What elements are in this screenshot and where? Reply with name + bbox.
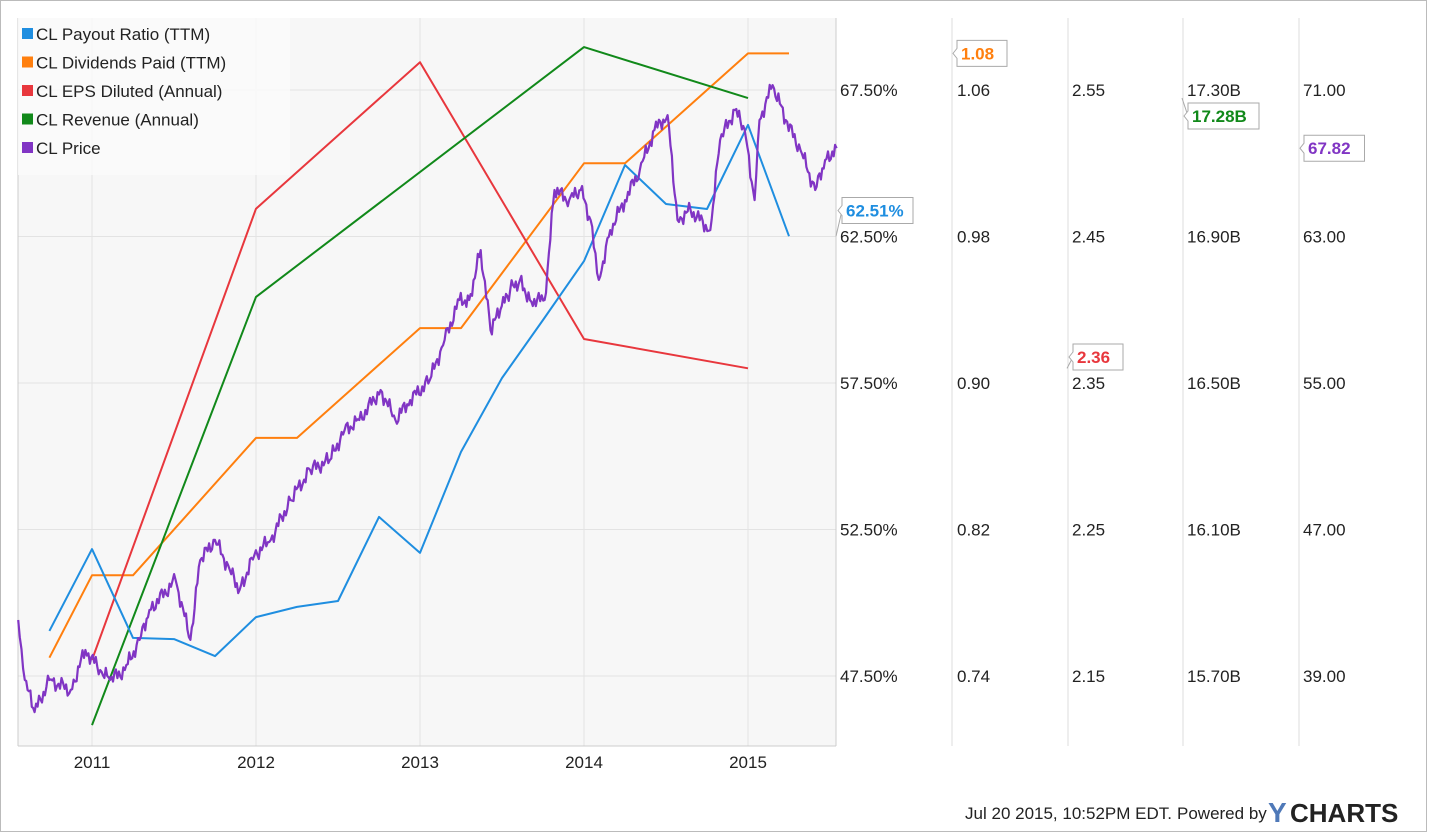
legend-label: CL Dividends Paid (TTM) <box>36 54 226 73</box>
legend-label: CL Price <box>36 139 101 158</box>
legend-swatch <box>22 142 33 153</box>
y-tick-label-price: 71.00 <box>1303 81 1346 100</box>
y-tick-label-dividends: 0.74 <box>957 667 990 686</box>
y-tick-label-dividends: 0.82 <box>957 521 990 540</box>
series-line-eps <box>91 61 749 661</box>
last-value-callout-eps: 2.36 <box>1066 343 1124 371</box>
y-tick-label-price: 55.00 <box>1303 374 1346 393</box>
last-value-callout-payout: 62.51% <box>835 197 914 237</box>
y-tick-label-eps: 2.15 <box>1072 667 1105 686</box>
x-tick-label: 2013 <box>401 753 439 772</box>
last-value-callout-price: 67.82 <box>1299 134 1365 162</box>
legend-item[interactable]: CL Price <box>22 139 101 158</box>
legend-item[interactable]: CL Revenue (Annual) <box>22 111 199 130</box>
callout-value: 62.51% <box>846 202 904 221</box>
y-tick-label-price: 47.00 <box>1303 521 1346 540</box>
y-tick-label-eps: 2.35 <box>1072 374 1105 393</box>
y-tick-label-dividends: 1.06 <box>957 81 990 100</box>
ycharts-logo-text: CHARTS <box>1290 798 1398 828</box>
legend-swatch <box>22 85 33 96</box>
y-tick-label-dividends: 0.98 <box>957 228 990 247</box>
y-tick-label-revenue: 17.30B <box>1187 81 1241 100</box>
legend-box <box>18 18 290 175</box>
series-line-price <box>17 83 838 714</box>
y-tick-label-revenue: 16.50B <box>1187 374 1241 393</box>
callout-box <box>1299 134 1365 162</box>
x-tick-label: 2015 <box>729 753 767 772</box>
legend-swatch <box>22 56 33 68</box>
y-tick-label-eps: 2.55 <box>1072 81 1105 100</box>
y-tick-label-eps: 2.25 <box>1072 521 1105 540</box>
callout-box <box>837 197 914 224</box>
y-tick-label-revenue: 16.90B <box>1187 228 1241 247</box>
footer-timestamp: Jul 20 2015, 10:52PM EDT. <box>965 804 1172 823</box>
series-line-dividends <box>48 52 789 659</box>
legend-label: CL EPS Diluted (Annual) <box>36 82 222 101</box>
y-tick-label-payout: 52.50% <box>840 521 898 540</box>
callout-value: 67.82 <box>1308 139 1351 158</box>
y-tick-label-revenue: 15.70B <box>1187 667 1241 686</box>
callout-box <box>1183 102 1260 130</box>
series-line-payout <box>48 123 790 658</box>
y-tick-label-eps: 2.45 <box>1072 228 1105 247</box>
y-tick-label-payout: 62.50% <box>840 228 898 247</box>
legend-item[interactable]: CL Dividends Paid (TTM) <box>22 54 226 73</box>
legend-item[interactable]: CL EPS Diluted (Annual) <box>22 82 222 101</box>
last-value-callout-revenue: 17.28B <box>1181 97 1260 130</box>
y-tick-label-payout: 47.50% <box>840 667 898 686</box>
y-tick-label-payout: 67.50% <box>840 81 898 100</box>
legend-label: CL Payout Ratio (TTM) <box>36 25 210 44</box>
callout-value: 2.36 <box>1077 348 1110 367</box>
x-tick-label: 2014 <box>565 753 603 772</box>
x-tick-label: 2011 <box>74 753 111 772</box>
callout-box <box>952 39 1008 67</box>
legend-swatch <box>22 28 33 39</box>
series-line-revenue <box>91 46 749 726</box>
y-tick-label-payout: 57.50% <box>840 374 898 393</box>
ycharts-logo[interactable]: Y CHARTS <box>1268 797 1398 828</box>
callout-value: 17.28B <box>1192 107 1247 126</box>
y-tick-label-revenue: 16.10B <box>1187 521 1241 540</box>
ycharts-logo-y: Y <box>1268 797 1287 828</box>
callout-box <box>1068 343 1124 371</box>
y-tick-label-price: 63.00 <box>1303 228 1346 247</box>
legend-label: CL Revenue (Annual) <box>36 111 199 130</box>
callout-value: 1.08 <box>961 44 994 63</box>
footer-powered-by: Powered by <box>1177 804 1267 823</box>
y-tick-label-dividends: 0.90 <box>957 374 990 393</box>
x-tick-label: 2012 <box>237 753 275 772</box>
legend-swatch <box>22 113 33 125</box>
last-value-callout-dividends: 1.08 <box>952 39 1008 67</box>
legend-item[interactable]: CL Payout Ratio (TTM) <box>22 25 210 44</box>
y-tick-label-price: 39.00 <box>1303 667 1346 686</box>
